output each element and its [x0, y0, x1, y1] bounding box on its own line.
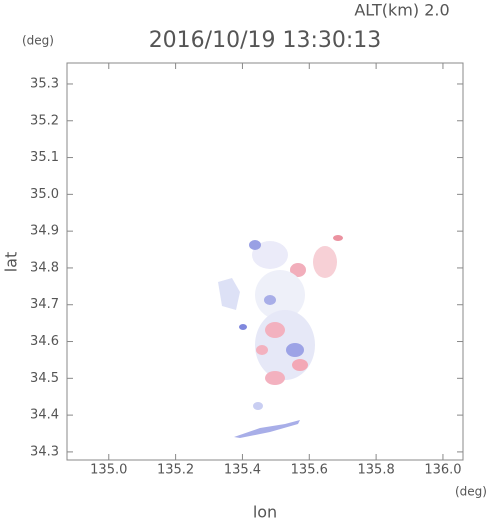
echo-area [265, 322, 285, 338]
echo-area [218, 278, 240, 310]
echo-area [249, 240, 261, 250]
echo-area [252, 241, 288, 269]
y-unit: (deg) [22, 34, 54, 48]
x-tick-label: 136.0 [424, 463, 461, 478]
echo-area [255, 310, 315, 380]
y-tick-label: 35.3 [30, 76, 59, 91]
plot-frame [66, 62, 464, 461]
echo-field [218, 235, 343, 438]
echo-area [234, 420, 300, 438]
y-tick-label: 34.4 [30, 408, 59, 423]
x-tick-label: 135.0 [90, 463, 127, 478]
y-tick-label: 34.7 [30, 297, 59, 312]
echo-area [286, 343, 304, 357]
x-tick-label: 135.4 [224, 463, 261, 478]
echo-area [313, 246, 337, 278]
echo-area [264, 295, 276, 305]
echo-area [333, 235, 343, 241]
y-tick-label: 35.0 [30, 187, 59, 202]
echo-area [290, 263, 306, 277]
y-tick-label: 35.2 [30, 113, 59, 128]
altitude-label: ALT(km) 2.0 [354, 1, 449, 20]
y-tick-label: 34.9 [30, 224, 59, 239]
chart-title: 2016/10/19 13:30:13 [149, 28, 382, 53]
echo-area [239, 324, 247, 330]
x-axis-label: lon [253, 503, 277, 521]
echo-area [255, 270, 305, 320]
echo-area [253, 402, 263, 410]
x-tick-label: 135.2 [157, 463, 194, 478]
echo-area [292, 359, 308, 371]
y-tick-label: 34.8 [30, 260, 59, 275]
x-tick-label: 135.6 [291, 463, 328, 478]
y-tick-label: 34.5 [30, 371, 59, 386]
echo-area [265, 371, 285, 385]
x-tick-label: 135.8 [358, 463, 395, 478]
echo-area [256, 345, 268, 355]
x-unit: (deg) [455, 485, 487, 499]
y-tick-label: 35.1 [30, 150, 59, 165]
y-tick-label: 34.3 [30, 444, 59, 459]
y-tick-label: 34.6 [30, 334, 59, 349]
y-axis-label: lat [2, 252, 21, 273]
